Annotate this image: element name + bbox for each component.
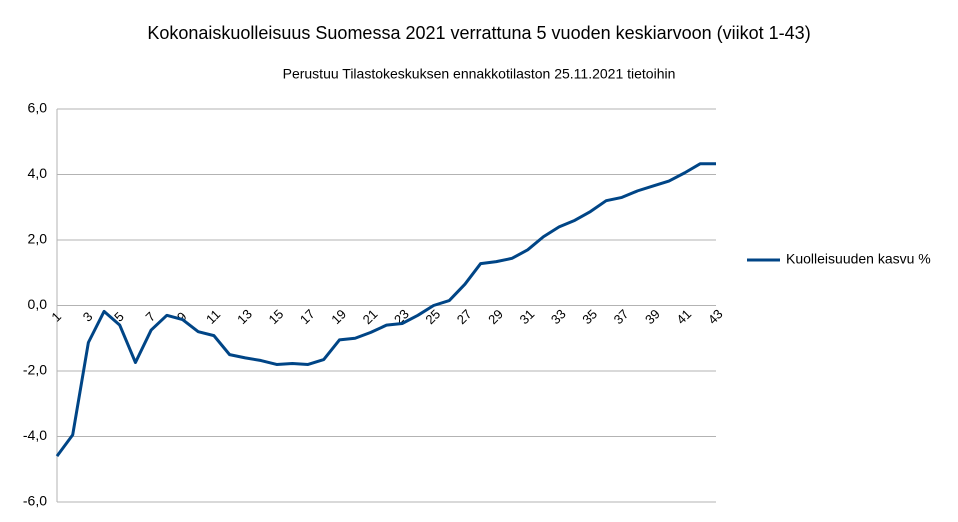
x-tick-label: 41 (673, 306, 694, 327)
y-tick-label: 0,0 (28, 296, 48, 312)
legend-label: Kuolleisuuden kasvu % (786, 251, 931, 267)
y-tick-label: -4,0 (23, 427, 47, 443)
y-tick-label: 4,0 (28, 165, 48, 181)
y-tick-label: -2,0 (23, 362, 47, 378)
x-tick-label: 21 (360, 306, 381, 327)
x-tick-label: 13 (234, 306, 255, 327)
x-tick-label: 31 (517, 306, 538, 327)
y-tick-label: 2,0 (28, 231, 48, 247)
x-tick-label: 37 (611, 306, 632, 327)
x-tick-label: 29 (485, 306, 506, 327)
x-tick-label: 11 (203, 307, 223, 327)
x-tick-label: 39 (642, 306, 663, 327)
data-line (55, 162, 716, 458)
x-tick-label: 1 (48, 309, 64, 325)
x-tick-label: 15 (265, 306, 286, 327)
x-tick-label: 17 (297, 306, 318, 327)
x-tick-label: 5 (111, 309, 127, 325)
x-tick-label: 43 (705, 306, 726, 327)
x-tick-label: 33 (548, 306, 569, 327)
x-tick-label: 19 (328, 306, 349, 327)
chart-title: Kokonaiskuolleisuus Suomessa 2021 verrat… (147, 23, 810, 43)
y-tick-label: 6,0 (28, 100, 48, 116)
chart-subtitle: Perustuu Tilastokeskuksen ennakkotilasto… (283, 66, 676, 82)
x-tick-label: 7 (143, 309, 159, 325)
x-tick-label: 3 (80, 309, 96, 325)
x-tick-label: 27 (454, 306, 475, 327)
x-tick-label: 35 (579, 306, 600, 327)
y-tick-label: -6,0 (23, 493, 47, 509)
